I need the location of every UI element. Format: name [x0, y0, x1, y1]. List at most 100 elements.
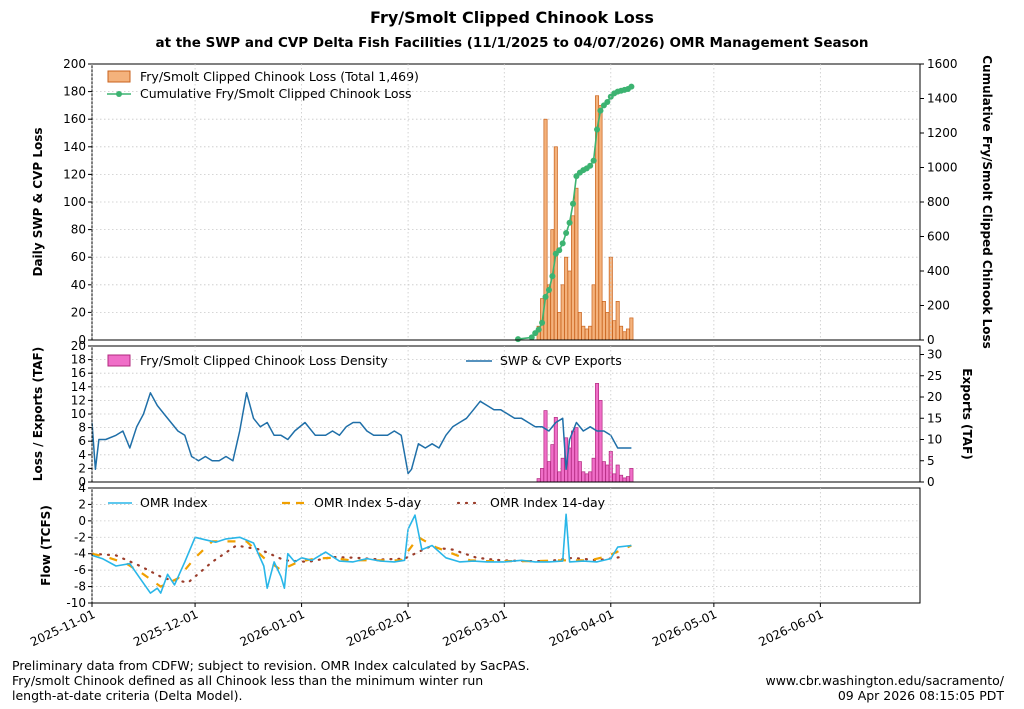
- y2-tick-label: 5: [927, 454, 935, 468]
- y-tick-label: 6: [78, 434, 86, 448]
- bar: [574, 427, 579, 483]
- y-tick-label: 180: [63, 85, 86, 99]
- bar: [540, 468, 545, 483]
- bar: [584, 328, 589, 341]
- bar: [560, 457, 565, 483]
- footer-note-line-3: length-at-date criteria (Delta Model).: [12, 688, 243, 703]
- bar: [588, 325, 593, 341]
- bar: [560, 284, 565, 341]
- panel-frame: [91, 63, 921, 341]
- cumulative-point: [604, 98, 611, 105]
- bar: [553, 146, 558, 341]
- y-axis-label: Daily SWP & CVP Loss: [31, 127, 45, 276]
- y2-tick-label: 1400: [927, 92, 958, 106]
- legend-label-loss: Fry/Smolt Clipped Chinook Loss (Total 1,…: [140, 69, 419, 84]
- y2-tick-label: 1000: [927, 161, 958, 175]
- bar: [625, 476, 630, 483]
- y2-tick-label: 20: [927, 390, 942, 404]
- bar: [598, 105, 603, 341]
- y-tick-label: 18: [71, 353, 86, 367]
- bar: [622, 477, 627, 483]
- footer-note-line-2: Fry/smolt Chinook defined as all Chinook…: [12, 673, 483, 688]
- y2-tick-label: 800: [927, 195, 950, 209]
- y2-tick-label: 1200: [927, 126, 958, 140]
- cumulative-point: [542, 293, 549, 300]
- y2-axis-label: Cumulative Fry/Smolt Clipped Chinook Los…: [980, 55, 994, 349]
- bar: [584, 473, 589, 483]
- y2-tick-label: 0: [927, 475, 935, 489]
- bar: [612, 473, 617, 483]
- bar: [591, 457, 596, 483]
- bar: [605, 464, 610, 483]
- chart-subtitle: at the SWP and CVP Delta Fish Facilities…: [155, 35, 868, 51]
- y-axis-label: Flow (TCFS): [39, 505, 53, 586]
- bar: [581, 471, 586, 483]
- footer: Preliminary data from CDFW; subject to r…: [12, 658, 1005, 703]
- y-tick-label: 0: [78, 514, 86, 528]
- y-tick-label: 4: [78, 481, 86, 495]
- cumulative-point: [545, 286, 552, 293]
- cumulative-point: [559, 240, 566, 247]
- exports-line: [91, 392, 632, 475]
- omr-index-line: [91, 513, 632, 594]
- bar: [536, 478, 541, 483]
- omr-14day-line: [90, 544, 623, 584]
- cumulative-point: [539, 319, 546, 326]
- cumulative-point: [515, 336, 522, 343]
- y-tick-label: 12: [71, 393, 86, 407]
- legend-swatch-density: [107, 354, 131, 367]
- cumulative-point: [563, 230, 570, 237]
- y-tick-label: 2: [78, 497, 86, 511]
- bar: [629, 468, 634, 483]
- bar: [581, 325, 586, 341]
- footer-note-line-1: Preliminary data from CDFW; subject to r…: [12, 658, 530, 673]
- y2-tick-label: 0: [927, 333, 935, 347]
- y2-tick-label: 1600: [927, 57, 958, 71]
- y-tick-label: 8: [78, 421, 86, 435]
- cumulative-point: [569, 200, 576, 207]
- y-tick-label: 10: [71, 407, 86, 421]
- bar: [557, 312, 562, 341]
- cumulative-point: [566, 219, 573, 226]
- y-tick-label: 2: [78, 461, 86, 475]
- cumulative-point: [594, 126, 601, 133]
- bar: [588, 471, 593, 483]
- y-tick-label: 40: [71, 278, 86, 292]
- y-tick-label: 14: [71, 380, 86, 394]
- cumulative-point: [597, 107, 604, 114]
- y-tick-label: 0: [78, 333, 86, 347]
- y2-tick-label: 15: [927, 411, 942, 425]
- x-tick-label: 2026-06-01: [757, 607, 826, 649]
- bar: [571, 430, 575, 483]
- bar: [608, 256, 613, 341]
- chart-title: Fry/Smolt Clipped Chinook Loss: [370, 8, 654, 27]
- legend-label-cumulative: Cumulative Fry/Smolt Clipped Chinook Los…: [140, 86, 412, 101]
- y-tick-label: -6: [74, 563, 86, 577]
- bar: [564, 256, 569, 341]
- cumulative-point: [535, 326, 542, 333]
- bar: [629, 317, 634, 341]
- loss-panel: 0 20 40 60 80 100 120 140 160 180 200 0 200 400 600 800…: [31, 55, 994, 349]
- bar: [567, 270, 572, 341]
- legend-label-omr5: OMR Index 5-day: [314, 495, 422, 510]
- x-tick-label: 2026-02-01: [344, 607, 413, 649]
- bar: [553, 417, 558, 483]
- legend-label-omr: OMR Index: [140, 495, 208, 510]
- y2-tick-label: 10: [927, 433, 942, 447]
- y-tick-label: 0: [78, 475, 86, 489]
- bar: [550, 444, 555, 483]
- legend-swatch-loss: [107, 70, 131, 83]
- y-tick-label: 100: [63, 195, 86, 209]
- bar: [577, 312, 582, 341]
- bar: [615, 464, 620, 483]
- bar: [615, 301, 620, 341]
- bar: [550, 229, 555, 341]
- x-tick-label: 2025-11-01: [28, 607, 97, 649]
- bar: [619, 325, 624, 341]
- y2-tick-label: 200: [927, 299, 950, 313]
- y-tick-label: 80: [71, 223, 86, 237]
- cumulative-point: [528, 334, 535, 341]
- y-tick-label: 120: [63, 167, 86, 181]
